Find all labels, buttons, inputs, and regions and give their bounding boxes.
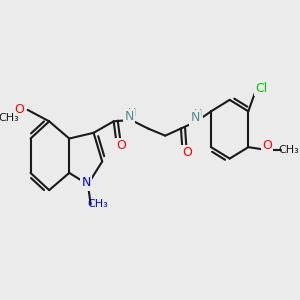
Text: O: O bbox=[14, 103, 24, 116]
Text: H: H bbox=[194, 109, 202, 119]
Text: CH₃: CH₃ bbox=[0, 113, 20, 124]
Text: CH₃: CH₃ bbox=[88, 200, 108, 209]
Text: O: O bbox=[182, 146, 192, 159]
Text: N: N bbox=[82, 176, 91, 190]
Text: O: O bbox=[262, 139, 272, 152]
Text: CH₃: CH₃ bbox=[278, 145, 299, 155]
Text: O: O bbox=[116, 139, 126, 152]
Text: N: N bbox=[190, 111, 200, 124]
Text: H: H bbox=[128, 108, 136, 118]
Text: Cl: Cl bbox=[255, 82, 267, 95]
Text: N: N bbox=[125, 110, 134, 123]
